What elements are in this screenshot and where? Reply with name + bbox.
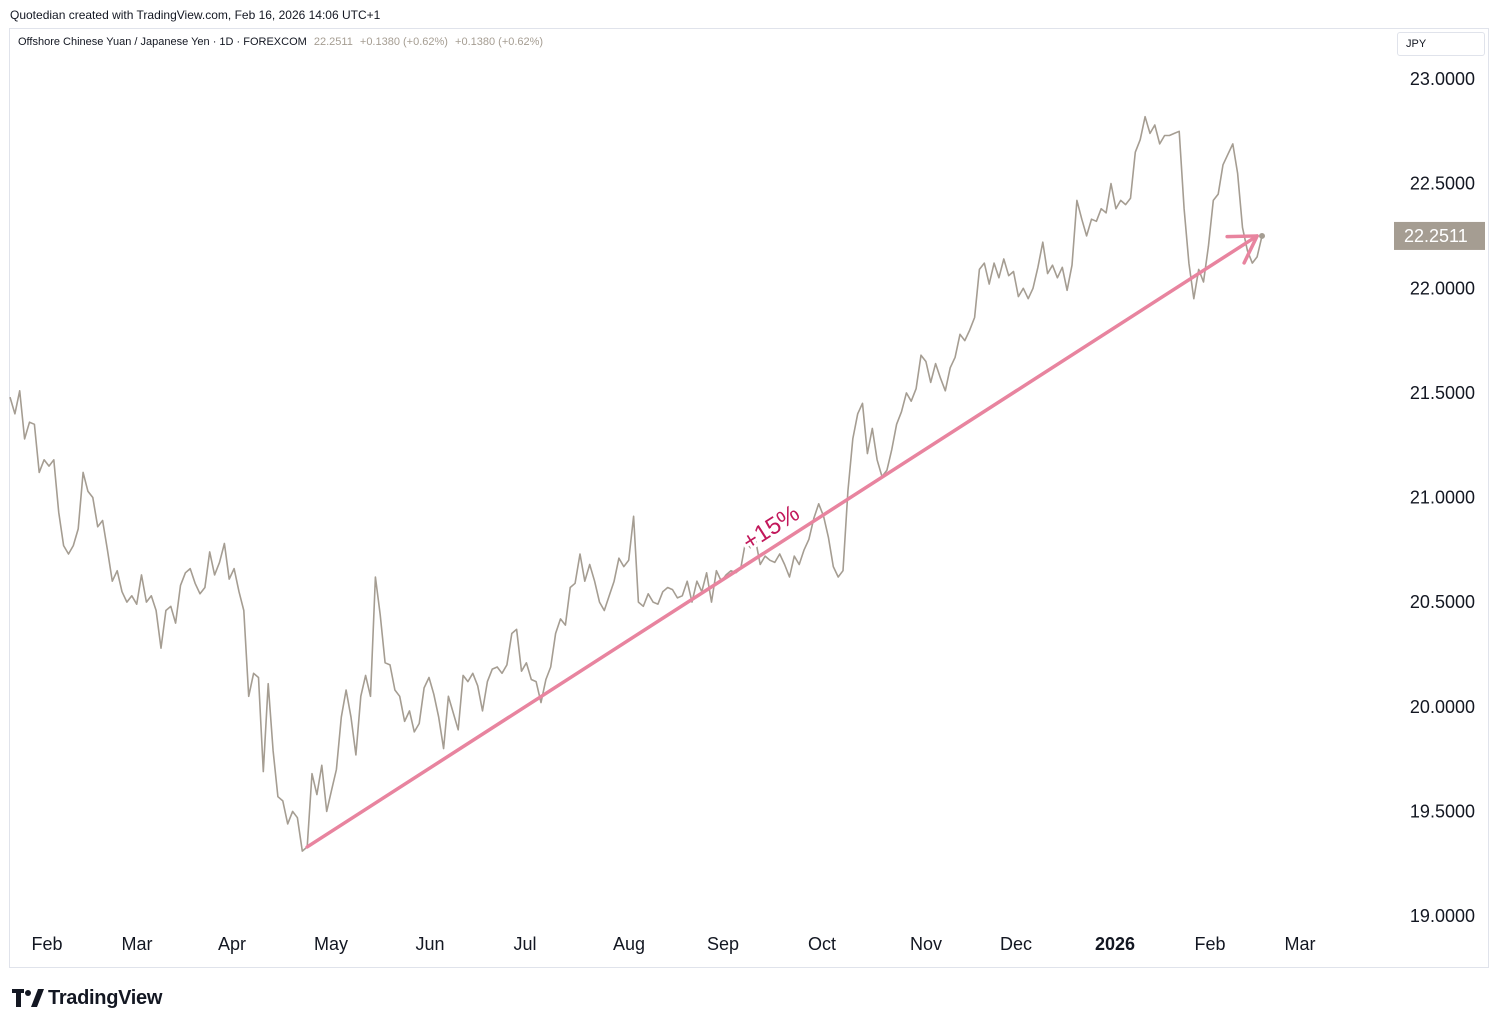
y-tick-label: 22.0000 xyxy=(1410,278,1475,298)
x-tick-label: Feb xyxy=(31,934,62,954)
price-tag-background xyxy=(1394,221,1485,250)
change-value-1: +0.1380 (+0.62%) xyxy=(359,36,448,48)
y-tick-label: 22.5000 xyxy=(1410,174,1475,194)
price-tag-text: 22.2511 xyxy=(1404,226,1468,246)
last-price-dot xyxy=(1259,232,1265,239)
x-tick-label: Mar xyxy=(1285,934,1316,954)
symbol-title: Offshore Chinese Yuan / Japanese Yen · 1… xyxy=(18,36,307,48)
arrow-head xyxy=(1225,234,1259,265)
chart-frame xyxy=(9,28,1489,968)
y-tick-label: 23.0000 xyxy=(1410,69,1475,89)
y-tick-label: 21.5000 xyxy=(1410,383,1475,403)
y-axis: 23.0000 22.5000 22.0000 21.5000 21.0000 20.50… xyxy=(1410,69,1475,926)
x-tick-label: Feb xyxy=(1194,934,1225,954)
x-axis: Feb Mar Apr May Jun Jul Aug Sep Oct Nov Dec 2026 Feb… xyxy=(31,934,1315,954)
tradingview-logo[interactable]: TradingView xyxy=(12,986,162,1010)
created-with-caption: Quotedian created with TradingView.com, … xyxy=(10,8,381,22)
tradingview-logo-text: TradingView xyxy=(48,986,163,1009)
price-line xyxy=(9,115,1263,852)
x-tick-label: Aug xyxy=(613,934,645,954)
x-tick-label: Nov xyxy=(910,934,942,954)
last-price-tag: 22.2511 xyxy=(1394,221,1485,250)
x-tick-label: Sep xyxy=(707,934,739,954)
currency-button[interactable]: JPY xyxy=(1397,32,1485,56)
x-tick-label: 2026 xyxy=(1095,934,1135,954)
x-tick-label: Mar xyxy=(122,934,153,954)
tradingview-logo-icon xyxy=(12,989,44,1007)
last-price-value: 22.2511 xyxy=(313,36,353,48)
x-tick-label: Apr xyxy=(218,934,246,954)
y-tick-label: 20.5000 xyxy=(1410,592,1475,612)
y-tick-label: 21.0000 xyxy=(1410,488,1475,508)
y-tick-label: 19.5000 xyxy=(1410,801,1475,821)
x-tick-label: May xyxy=(314,934,348,954)
arrow-shaft xyxy=(305,234,1259,849)
x-tick-label: Jun xyxy=(415,934,444,954)
x-tick-label: Dec xyxy=(1000,934,1032,954)
symbol-legend: Offshore Chinese Yuan / Japanese Yen · 1… xyxy=(18,36,543,48)
y-tick-label: 19.0000 xyxy=(1410,906,1475,926)
y-tick-label: 20.0000 xyxy=(1410,697,1475,717)
change-value-2: +0.1380 (+0.62%) xyxy=(455,36,544,48)
x-tick-label: Jul xyxy=(513,934,536,954)
trend-arrow: +15% xyxy=(305,234,1259,849)
x-tick-label: Oct xyxy=(808,934,836,954)
